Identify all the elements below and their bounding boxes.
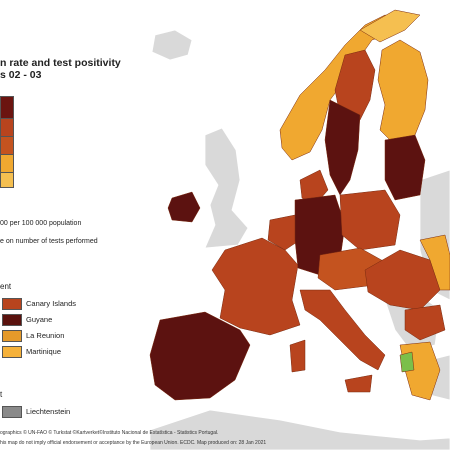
baltics-region [384, 134, 426, 201]
hungary-romania-region [364, 249, 441, 311]
bulgaria-region [404, 304, 446, 341]
sweden-central-region [324, 99, 361, 196]
main-legend-swatch-2 [0, 118, 14, 138]
outermost-section-label: ent [0, 282, 12, 291]
sicily-region [344, 374, 373, 393]
spain-portugal-region [149, 311, 251, 401]
italy-region [299, 289, 386, 371]
norway-north-region [359, 9, 421, 43]
map-title-line1: n rate and test positivity [0, 57, 121, 69]
benelux-region [267, 214, 301, 251]
liechtenstein-swatch [2, 406, 22, 418]
france-region [211, 237, 301, 336]
sweden-north-region [334, 49, 376, 121]
greenland-iceland-land [151, 29, 193, 61]
rate-note: 00 per 100 000 population [0, 220, 82, 227]
eastern-orange-region [419, 234, 450, 291]
la-reunion-swatch [2, 330, 22, 342]
greece-green-region [399, 351, 415, 373]
sardinia-region [289, 339, 306, 373]
map-title-line2: s 02 - 03 [0, 69, 42, 81]
poland-region [339, 189, 401, 251]
canary-islands-label: Canary Islands [26, 299, 77, 308]
guyane-swatch [2, 314, 22, 326]
liechtenstein-label: Liechtenstein [26, 407, 71, 416]
tests-note: e on number of tests performed [0, 238, 98, 245]
main-legend-swatch-1 [0, 96, 14, 120]
martinique-swatch [2, 346, 22, 358]
footer-line2: his map do not imply official endorsemen… [0, 440, 267, 446]
uk-land [204, 127, 249, 249]
main-legend-swatch-3 [0, 136, 14, 156]
ireland-region [167, 191, 201, 223]
north-africa-land [149, 409, 450, 450]
martinique-label: Martinique [26, 347, 62, 356]
canary-islands-swatch [2, 298, 22, 310]
norway-region [279, 14, 406, 161]
map-title: n rate and test positivity s 02 - 03 [0, 57, 121, 81]
other-section-label: t [0, 390, 3, 399]
la-reunion-label: La Reunion [26, 331, 65, 340]
main-legend-swatch-4 [0, 154, 14, 174]
main-legend-swatch-5 [0, 172, 14, 188]
guyane-label: Guyane [26, 315, 53, 324]
footer-line1: ographics © UN-FAO © Turkstat ©Kartverke… [0, 430, 219, 436]
